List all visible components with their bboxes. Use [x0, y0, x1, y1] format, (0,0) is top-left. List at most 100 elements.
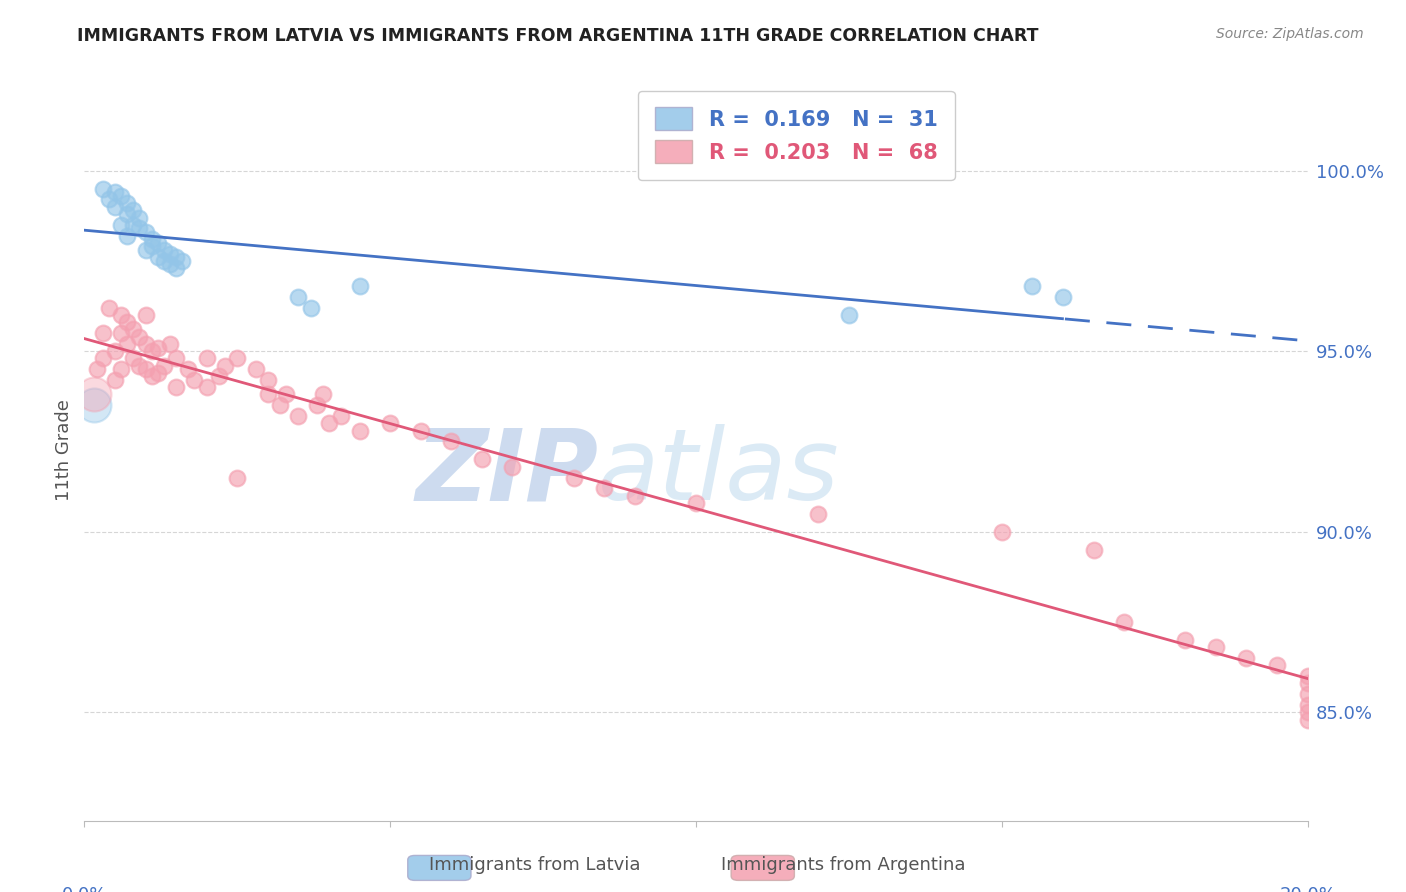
Point: [349, 424, 371, 438]
Point: [1114, 615, 1136, 629]
Point: [146, 366, 169, 380]
Point: [1021, 279, 1043, 293]
Point: [110, 308, 132, 322]
Point: [128, 359, 150, 373]
Point: [1296, 676, 1319, 690]
Point: [226, 351, 249, 366]
Point: [440, 434, 463, 449]
Point: [122, 351, 145, 366]
Point: [141, 344, 163, 359]
Point: [208, 369, 231, 384]
Point: [115, 337, 138, 351]
Point: [305, 398, 328, 412]
Point: [1296, 669, 1319, 683]
Point: [159, 337, 181, 351]
Text: IMMIGRANTS FROM LATVIA VS IMMIGRANTS FROM ARGENTINA 11TH GRADE CORRELATION CHART: IMMIGRANTS FROM LATVIA VS IMMIGRANTS FRO…: [77, 27, 1039, 45]
Point: [146, 341, 169, 355]
Point: [135, 308, 157, 322]
Point: [349, 279, 371, 293]
Point: [159, 246, 181, 260]
Point: [177, 362, 200, 376]
Point: [115, 228, 138, 243]
Point: [183, 373, 205, 387]
Text: 20.0%: 20.0%: [1279, 886, 1336, 892]
Point: [83, 387, 105, 401]
Point: [1205, 640, 1227, 655]
Point: [110, 326, 132, 340]
Point: [287, 409, 309, 424]
Point: [269, 398, 291, 412]
Point: [299, 301, 322, 315]
Point: [135, 337, 157, 351]
Point: [1296, 698, 1319, 712]
Point: [195, 351, 218, 366]
Point: [409, 424, 432, 438]
Y-axis label: 11th Grade: 11th Grade: [55, 400, 73, 501]
Point: [276, 387, 298, 401]
Point: [807, 507, 830, 521]
Point: [624, 489, 647, 503]
Point: [153, 359, 176, 373]
Point: [153, 253, 176, 268]
Point: [685, 496, 707, 510]
Point: [991, 524, 1014, 539]
Point: [1052, 290, 1074, 304]
Text: Immigrants from Latvia: Immigrants from Latvia: [429, 856, 640, 874]
Point: [146, 235, 169, 250]
Point: [312, 387, 335, 401]
Point: [110, 218, 132, 232]
Point: [1236, 651, 1258, 665]
Point: [122, 218, 145, 232]
Point: [153, 243, 176, 257]
Point: [122, 203, 145, 218]
Point: [471, 452, 494, 467]
Point: [104, 344, 127, 359]
Point: [104, 373, 127, 387]
Point: [135, 362, 157, 376]
Point: [318, 417, 340, 431]
Legend: R =  0.169   N =  31, R =  0.203   N =  68: R = 0.169 N = 31, R = 0.203 N = 68: [638, 91, 955, 180]
Point: [502, 459, 524, 474]
Point: [122, 322, 145, 336]
Point: [593, 482, 616, 496]
Point: [287, 290, 309, 304]
Point: [214, 359, 236, 373]
Point: [195, 380, 218, 394]
Point: [115, 207, 138, 221]
Point: [1265, 658, 1288, 673]
Point: [115, 196, 138, 211]
Point: [159, 257, 181, 271]
Point: [257, 373, 280, 387]
Point: [141, 369, 163, 384]
Point: [1296, 687, 1319, 701]
Point: [128, 211, 150, 225]
Point: [165, 250, 187, 264]
Point: [91, 351, 114, 366]
Point: [104, 186, 127, 200]
Point: [1296, 706, 1319, 720]
Point: [141, 239, 163, 253]
Point: [128, 221, 150, 235]
Point: [1296, 713, 1319, 727]
Point: [97, 193, 120, 207]
Point: [86, 362, 108, 376]
Text: ZIP: ZIP: [415, 425, 598, 521]
Point: [1174, 633, 1197, 648]
Point: [110, 362, 132, 376]
Point: [172, 253, 194, 268]
Point: [838, 308, 860, 322]
Point: [135, 225, 157, 239]
Point: [562, 470, 585, 484]
Point: [91, 326, 114, 340]
Point: [115, 315, 138, 329]
Point: [146, 250, 169, 264]
Point: [91, 181, 114, 195]
Point: [1083, 542, 1105, 557]
Point: [165, 261, 187, 276]
Point: [165, 380, 187, 394]
Point: [128, 329, 150, 343]
Point: [97, 301, 120, 315]
Point: [141, 232, 163, 246]
Point: [380, 417, 402, 431]
Point: [135, 243, 157, 257]
